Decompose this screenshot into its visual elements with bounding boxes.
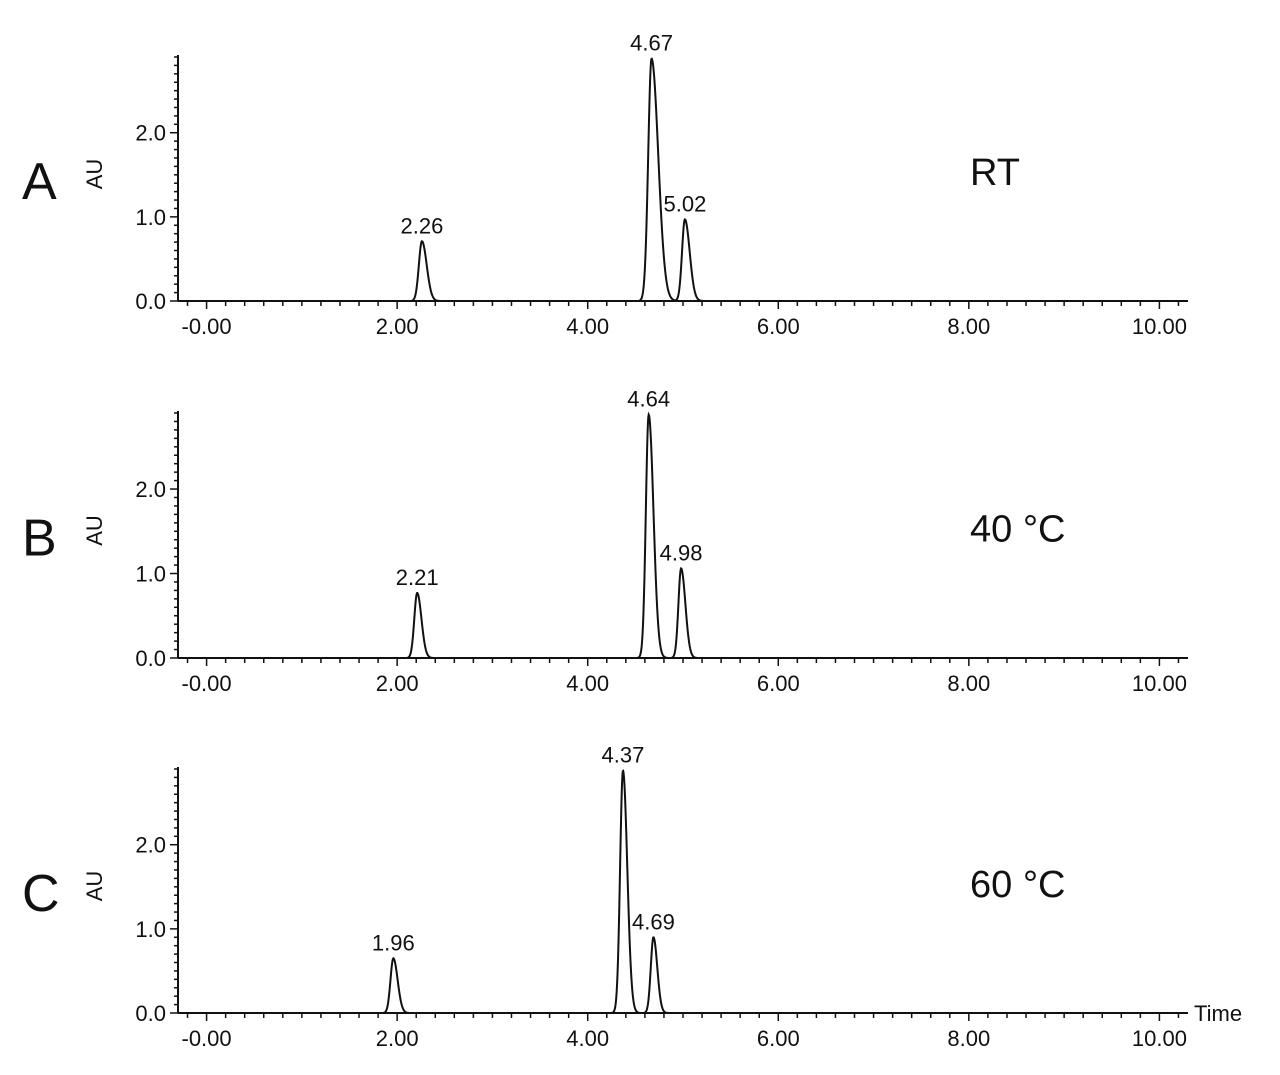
peak-label: 2.21 — [396, 565, 439, 590]
x-tick-label: 8.00 — [947, 1026, 990, 1051]
peak-label: 4.69 — [632, 909, 675, 934]
y-tick-label: 1.0 — [135, 562, 166, 587]
x-tick-label: 4.00 — [566, 1026, 609, 1051]
peak-label: 2.26 — [401, 213, 444, 238]
x-axis-title: Time — [1194, 1001, 1242, 1026]
x-tick-label: 4.00 — [566, 671, 609, 696]
x-tick-label: -0.00 — [182, 671, 232, 696]
condition-label: RT — [970, 152, 1020, 194]
y-tick-label: 0.0 — [135, 646, 166, 671]
x-tick-label: 2.00 — [376, 671, 419, 696]
panel-c: C AU 0.0 1.0 2.0 -0.00 2.00 4.00 6.00 8.00 10.00 Ti… — [22, 743, 1242, 1051]
panel-letter: B — [22, 510, 57, 568]
y-axis-label: AU — [82, 159, 107, 190]
x-tick-label: -0.00 — [182, 1026, 232, 1051]
x-tick-label: 10.00 — [1132, 1026, 1187, 1051]
peak-label: 4.64 — [627, 387, 670, 412]
panel-letter: C — [22, 865, 60, 923]
y-tick-label: 1.0 — [135, 205, 166, 230]
x-tick-label: 8.00 — [947, 671, 990, 696]
y-tick-label: 1.0 — [135, 917, 166, 942]
chromatogram-trace — [187, 57, 1179, 302]
x-tick-label: 6.00 — [757, 671, 800, 696]
x-tick-label: 10.00 — [1132, 671, 1187, 696]
x-tick-label: 2.00 — [376, 1026, 419, 1051]
y-tick-label: 2.0 — [135, 833, 166, 858]
chromatogram-trace — [187, 411, 1179, 659]
condition-label: 40 °C — [970, 509, 1065, 551]
panel-a: A AU 0.0 1.0 2.0 -0.00 2.00 4.00 6.00 8.00 10.00 2.… — [22, 31, 1188, 339]
chromatogram-trace — [187, 769, 1179, 1014]
peak-label: 4.98 — [660, 540, 703, 565]
y-tick-label: 2.0 — [135, 121, 166, 146]
x-tick-label: 2.00 — [376, 314, 419, 339]
y-axis-label: AU — [82, 515, 107, 546]
x-tick-label: 8.00 — [947, 314, 990, 339]
y-tick-label: 2.0 — [135, 477, 166, 502]
peak-label: 4.37 — [602, 743, 645, 768]
peak-label: 5.02 — [663, 191, 706, 216]
condition-label: 60 °C — [970, 864, 1065, 906]
x-tick-label: 10.00 — [1132, 314, 1187, 339]
x-tick-label: -0.00 — [182, 314, 232, 339]
x-tick-label: 4.00 — [566, 314, 609, 339]
y-axis-label: AU — [82, 871, 107, 902]
panel-b: B AU 0.0 1.0 2.0 -0.00 2.00 4.00 6.00 8.00 10.00 2.… — [22, 387, 1188, 696]
x-tick-label: 6.00 — [757, 1026, 800, 1051]
y-tick-label: 0.0 — [135, 1001, 166, 1026]
x-tick-label: 6.00 — [757, 314, 800, 339]
y-tick-label: 0.0 — [135, 289, 166, 314]
panel-letter: A — [22, 153, 57, 211]
peak-label: 4.67 — [630, 31, 673, 56]
peak-label: 1.96 — [372, 930, 415, 955]
